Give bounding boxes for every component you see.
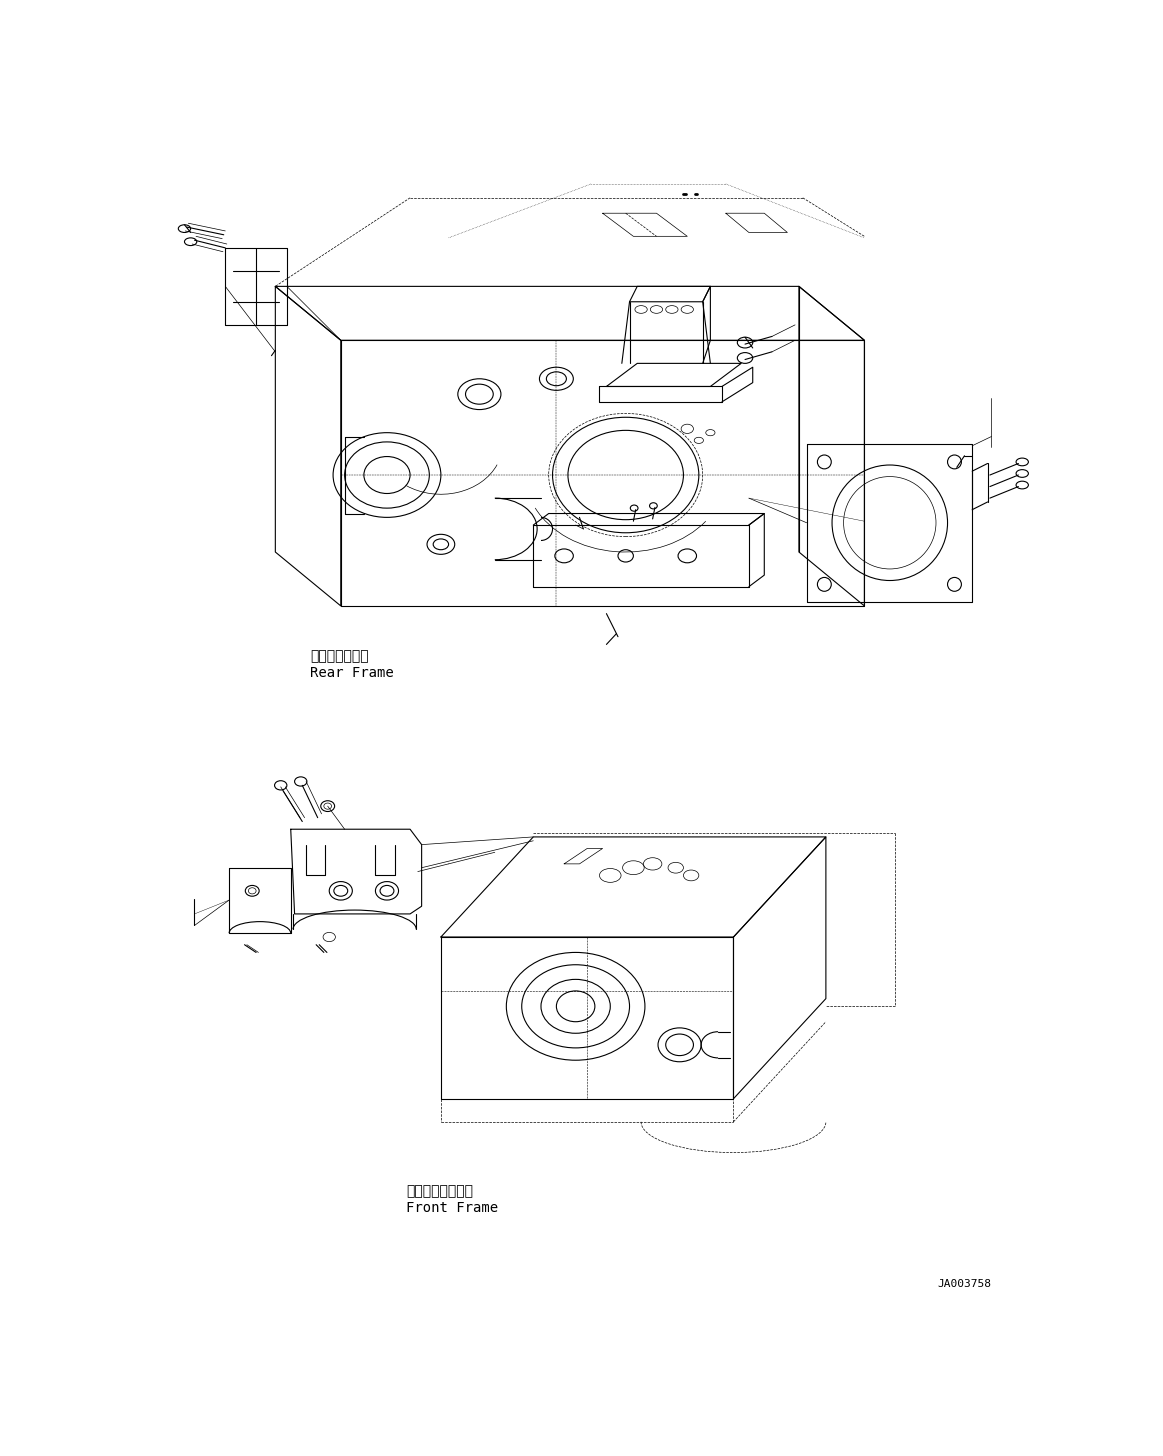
Text: JA003758: JA003758 [937, 1280, 991, 1290]
Text: リヤーフレーム: リヤーフレーム [311, 649, 369, 662]
Text: フロントフレーム: フロントフレーム [406, 1184, 473, 1198]
Text: Front Frame: Front Frame [406, 1201, 499, 1214]
Text: Rear Frame: Rear Frame [311, 665, 394, 680]
